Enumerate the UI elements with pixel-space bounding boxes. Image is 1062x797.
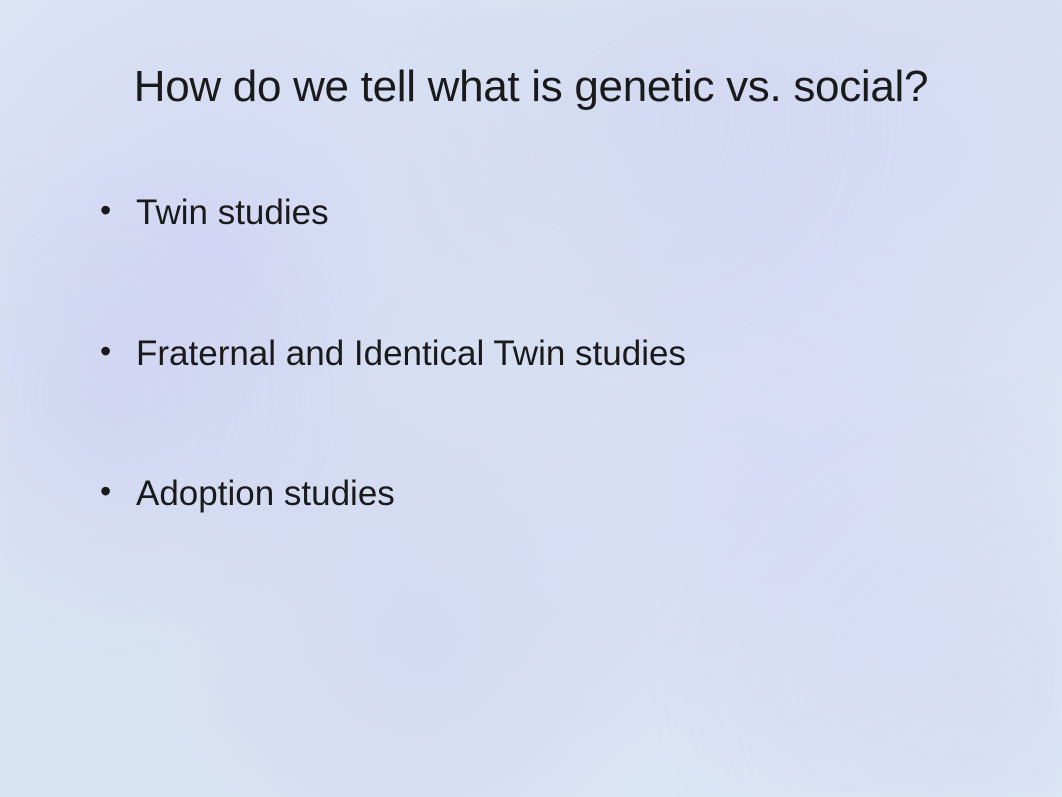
- bullet-item: Fraternal and Identical Twin studies: [100, 331, 984, 377]
- slide-title: How do we tell what is genetic vs. socia…: [78, 62, 984, 112]
- bullet-list: Twin studies Fraternal and Identical Twi…: [78, 190, 984, 517]
- bullet-item: Adoption studies: [100, 471, 984, 517]
- bullet-item: Twin studies: [100, 190, 984, 236]
- slide-container: How do we tell what is genetic vs. socia…: [0, 0, 1062, 797]
